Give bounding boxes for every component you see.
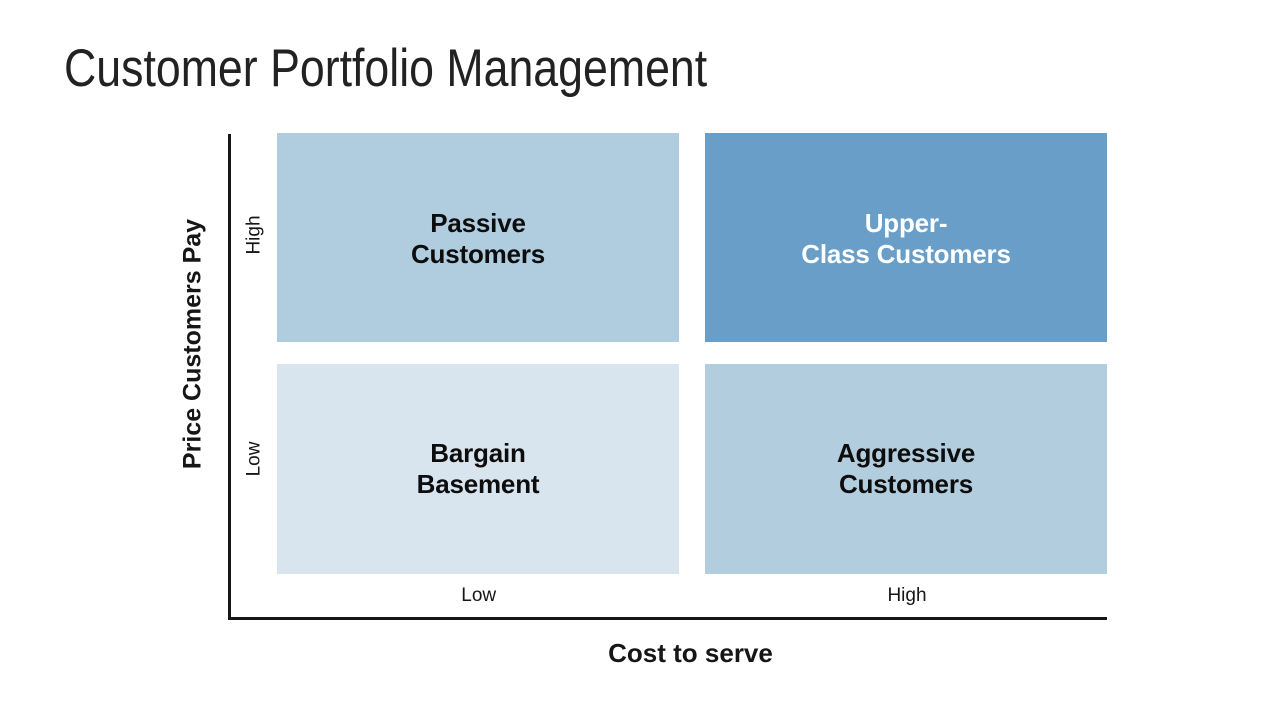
quadrant-upper-class-customers-label: Upper- Class Customers <box>801 208 1011 270</box>
x-axis-line <box>228 616 1107 621</box>
quadrant-upper-class-customers: Upper- Class Customers <box>705 133 1107 342</box>
quadrant-label-line: Bargain <box>430 438 526 468</box>
y-axis-title: Price Customers Pay <box>178 218 207 469</box>
quadrant-label-line: Customers <box>410 238 545 269</box>
quadrant-passive-customers-label: Passive Customers <box>411 208 545 270</box>
y-axis-tick-low: Low <box>243 441 265 477</box>
quadrant-label-line: Class Customers <box>801 239 1011 269</box>
x-axis-title: Cost to serve <box>608 638 773 669</box>
y-axis-line <box>228 134 232 620</box>
quadrant-bargain-basement-label: Bargain Basement <box>417 438 540 500</box>
slide-title: Customer Portfolio Management <box>63 38 707 98</box>
quadrant-label-line: Basement <box>416 469 540 499</box>
x-axis-tick-low: Low <box>461 585 497 606</box>
quadrant-aggressive-customers: Aggressive Customers <box>705 364 1107 574</box>
quadrant-passive-customers: Passive Customers <box>277 133 679 342</box>
quadrant-bargain-basement: Bargain Basement <box>277 364 679 574</box>
quadrant-label-line: Passive <box>430 207 526 238</box>
quadrant-label-line: Customers <box>838 469 973 499</box>
y-axis-tick-high: High <box>243 214 265 255</box>
quadrant-aggressive-customers-label: Aggressive Customers <box>837 438 975 500</box>
quadrant-label-line: Aggressive <box>836 438 976 468</box>
quadrant-label-line: Upper- <box>864 208 948 238</box>
x-axis-tick-high: High <box>887 585 927 606</box>
